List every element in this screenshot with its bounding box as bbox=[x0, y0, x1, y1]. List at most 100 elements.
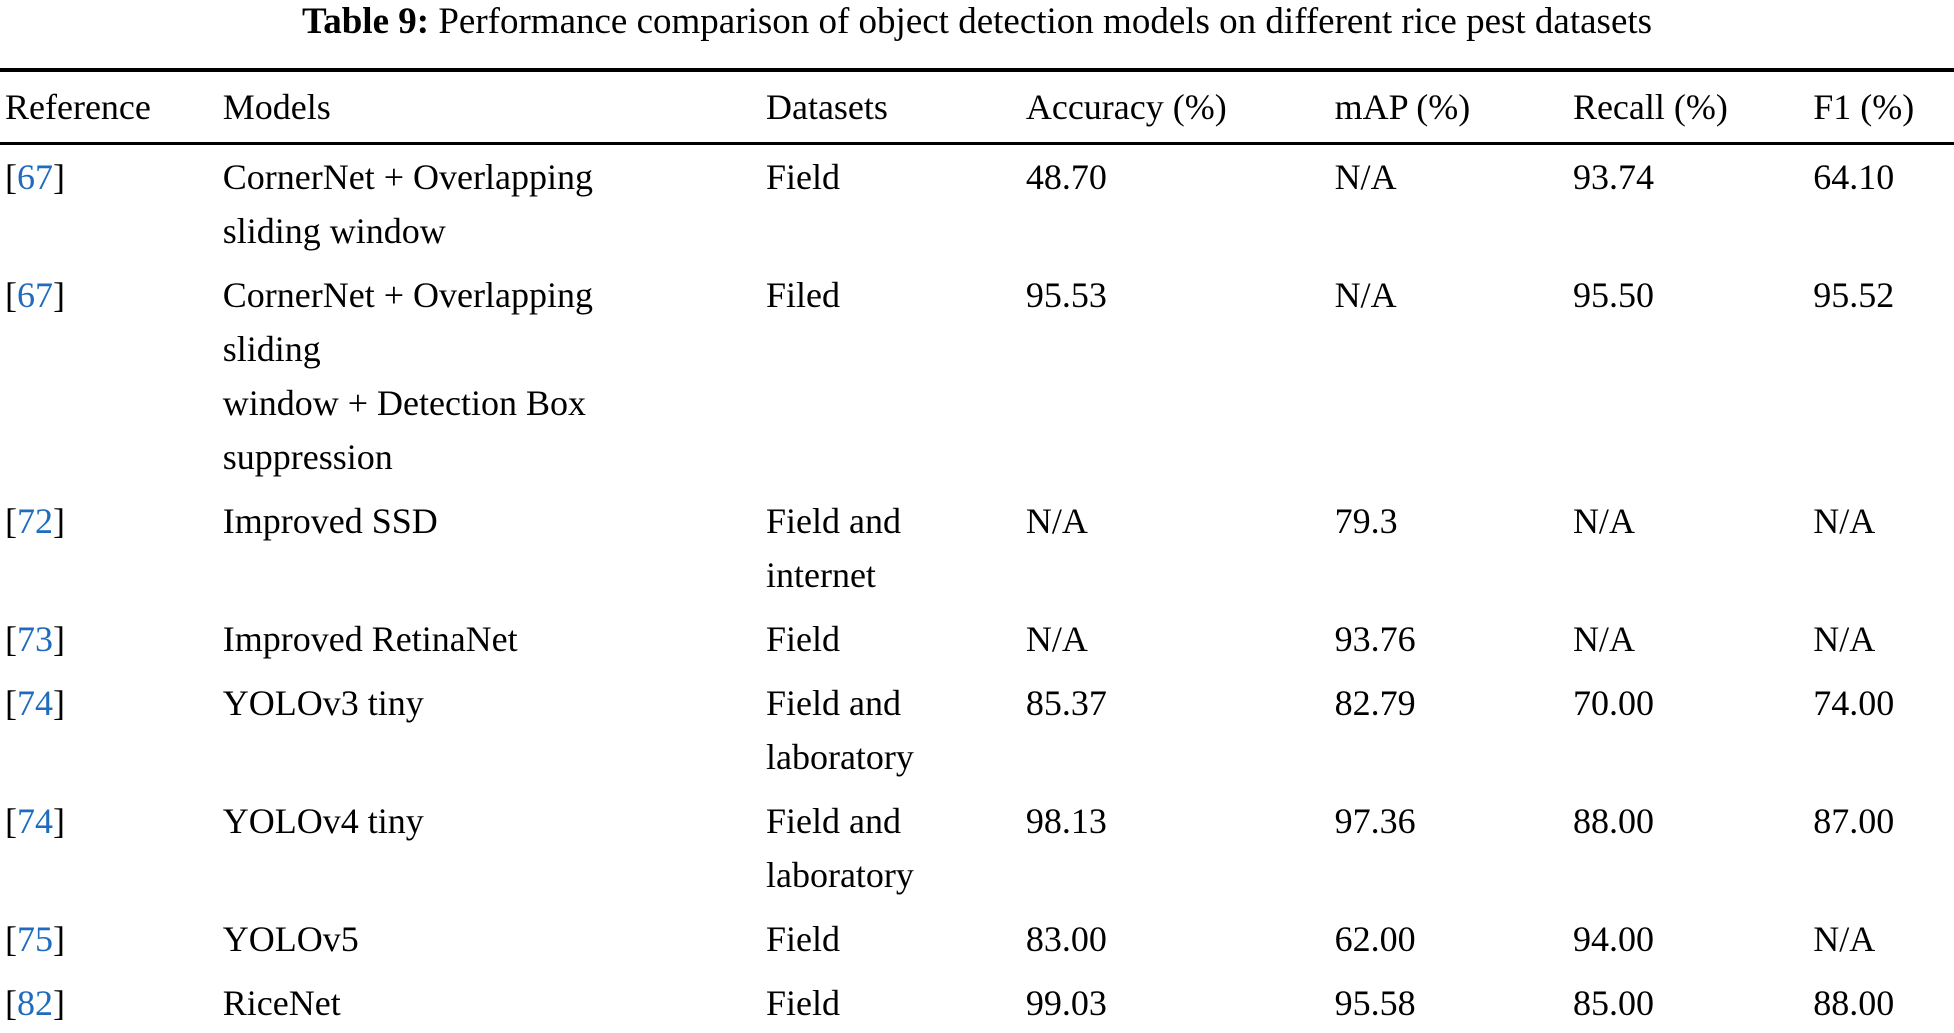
models-cell: YOLOv4 tiny bbox=[222, 801, 424, 841]
column-header-accuracy: Accuracy (%) bbox=[1025, 70, 1335, 145]
accuracy-cell: N/A bbox=[1025, 501, 1088, 541]
bracket-open: [ bbox=[5, 683, 17, 723]
recall-cell: 70.00 bbox=[1572, 683, 1654, 723]
f1-cell: 88.00 bbox=[1813, 983, 1895, 1023]
map-cell: 97.36 bbox=[1334, 801, 1416, 841]
bracket-open: [ bbox=[5, 501, 17, 541]
table-row: [67] CornerNet + Overlapping sliding win… bbox=[0, 144, 1954, 264]
citation-number: 82 bbox=[17, 983, 53, 1023]
reference-cell: [75] bbox=[0, 907, 223, 971]
citation-link[interactable]: [73] bbox=[5, 619, 65, 659]
table-caption: Table 9: Performance comparison of objec… bbox=[0, 0, 1954, 42]
citation-link[interactable]: [74] bbox=[5, 801, 65, 841]
bracket-open: [ bbox=[5, 619, 17, 659]
accuracy-cell: 95.53 bbox=[1025, 275, 1107, 315]
citation-number: 67 bbox=[17, 157, 53, 197]
f1-cell: 87.00 bbox=[1813, 801, 1895, 841]
f1-cell: 95.52 bbox=[1813, 275, 1895, 315]
f1-cell: N/A bbox=[1813, 619, 1876, 659]
table-caption-label: Table 9: bbox=[301, 1, 430, 42]
reference-cell: [74] bbox=[0, 671, 223, 789]
bracket-close: ] bbox=[53, 619, 65, 659]
accuracy-cell: 98.13 bbox=[1025, 801, 1107, 841]
bracket-open: [ bbox=[5, 275, 17, 315]
bracket-close: ] bbox=[53, 157, 65, 197]
models-cell: CornerNet + Overlapping sliding window +… bbox=[222, 275, 593, 477]
map-cell: 82.79 bbox=[1334, 683, 1416, 723]
models-cell: RiceNet bbox=[222, 983, 341, 1023]
recall-cell: 95.50 bbox=[1572, 275, 1654, 315]
f1-cell: N/A bbox=[1813, 919, 1876, 959]
citation-link[interactable]: [75] bbox=[5, 919, 65, 959]
accuracy-cell: 99.03 bbox=[1025, 983, 1107, 1023]
datasets-cell: Field bbox=[765, 157, 840, 197]
models-cell: Improved SSD bbox=[222, 501, 438, 541]
bracket-close: ] bbox=[53, 983, 65, 1023]
column-header-reference: Reference bbox=[0, 70, 223, 145]
bracket-close: ] bbox=[53, 683, 65, 723]
models-cell: CornerNet + Overlapping sliding window bbox=[222, 157, 593, 251]
citation-link[interactable]: [82] bbox=[5, 983, 65, 1023]
map-cell: N/A bbox=[1334, 275, 1397, 315]
models-cell: YOLOv3 tiny bbox=[222, 683, 424, 723]
column-header-f1: F1 (%) bbox=[1813, 70, 1954, 145]
accuracy-cell: 48.70 bbox=[1025, 157, 1107, 197]
table-row: [74] YOLOv3 tiny Field and laboratory 85… bbox=[0, 671, 1954, 789]
bracket-open: [ bbox=[5, 983, 17, 1023]
bracket-close: ] bbox=[53, 275, 65, 315]
reference-cell: [67] bbox=[0, 263, 223, 489]
datasets-cell: Field bbox=[765, 983, 840, 1023]
table-row: [67] CornerNet + Overlapping sliding win… bbox=[0, 263, 1954, 489]
citation-number: 72 bbox=[17, 501, 53, 541]
bracket-open: [ bbox=[5, 919, 17, 959]
citation-link[interactable]: [74] bbox=[5, 683, 65, 723]
reference-cell: [74] bbox=[0, 789, 223, 907]
column-header-map: mAP (%) bbox=[1334, 70, 1573, 145]
performance-table: Reference Models Datasets Accuracy (%) m… bbox=[0, 68, 1954, 1033]
table-row: [73] Improved RetinaNet Field N/A 93.76 … bbox=[0, 607, 1954, 671]
recall-cell: N/A bbox=[1572, 619, 1635, 659]
reference-cell: [72] bbox=[0, 489, 223, 607]
table-caption-text: Performance comparison of object detecti… bbox=[429, 1, 1653, 42]
map-cell: 95.58 bbox=[1334, 983, 1416, 1023]
bracket-close: ] bbox=[53, 919, 65, 959]
table-row: [74] YOLOv4 tiny Field and laboratory 98… bbox=[0, 789, 1954, 907]
datasets-cell: Field and laboratory bbox=[765, 683, 914, 777]
datasets-cell: Filed bbox=[765, 275, 840, 315]
datasets-cell: Field bbox=[765, 919, 840, 959]
datasets-cell: Field bbox=[765, 619, 840, 659]
citation-link[interactable]: [67] bbox=[5, 275, 65, 315]
reference-cell: [73] bbox=[0, 607, 223, 671]
column-header-models: Models bbox=[222, 70, 766, 145]
recall-cell: N/A bbox=[1572, 501, 1635, 541]
citation-number: 75 bbox=[17, 919, 53, 959]
accuracy-cell: 83.00 bbox=[1025, 919, 1107, 959]
citation-number: 74 bbox=[17, 801, 53, 841]
table-row: [75] YOLOv5 Field 83.00 62.00 94.00 N/A bbox=[0, 907, 1954, 971]
column-header-datasets: Datasets bbox=[765, 70, 1026, 145]
datasets-cell: Field and internet bbox=[765, 501, 901, 595]
f1-cell: 64.10 bbox=[1813, 157, 1895, 197]
citation-link[interactable]: [72] bbox=[5, 501, 65, 541]
citation-number: 67 bbox=[17, 275, 53, 315]
f1-cell: 74.00 bbox=[1813, 683, 1895, 723]
recall-cell: 93.74 bbox=[1572, 157, 1654, 197]
citation-link[interactable]: [67] bbox=[5, 157, 65, 197]
f1-cell: N/A bbox=[1813, 501, 1876, 541]
datasets-cell: Field and laboratory bbox=[765, 801, 914, 895]
map-cell: N/A bbox=[1334, 157, 1397, 197]
map-cell: 62.00 bbox=[1334, 919, 1416, 959]
bracket-close: ] bbox=[53, 801, 65, 841]
column-header-recall: Recall (%) bbox=[1572, 70, 1814, 145]
recall-cell: 88.00 bbox=[1572, 801, 1654, 841]
map-cell: 93.76 bbox=[1334, 619, 1416, 659]
accuracy-cell: N/A bbox=[1025, 619, 1088, 659]
map-cell: 79.3 bbox=[1334, 501, 1398, 541]
reference-cell: [82] bbox=[0, 971, 223, 1033]
reference-cell: [67] bbox=[0, 144, 223, 264]
recall-cell: 85.00 bbox=[1572, 983, 1654, 1023]
table-row: [72] Improved SSD Field and internet N/A… bbox=[0, 489, 1954, 607]
bracket-close: ] bbox=[53, 501, 65, 541]
table-header-row: Reference Models Datasets Accuracy (%) m… bbox=[0, 70, 1954, 145]
